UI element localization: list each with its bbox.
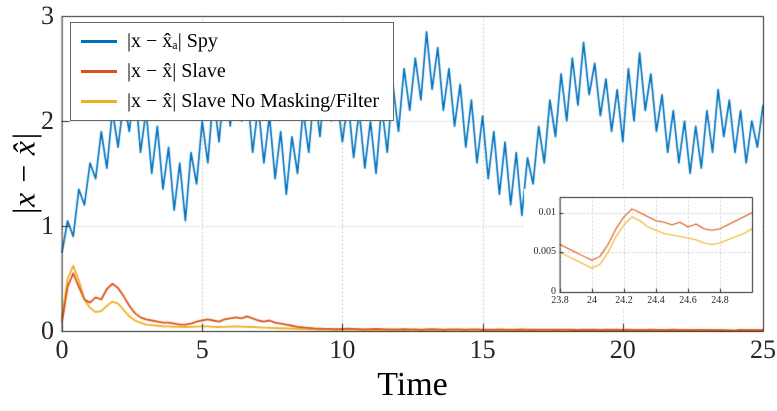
x-tick-label: 10	[329, 335, 356, 364]
x-tick-label: 15	[469, 335, 496, 364]
y-tick-label: 2	[41, 106, 54, 135]
legend-entry-slave: |x − x̂| Slave	[81, 60, 379, 83]
inset-y-tick-label: 0.005	[533, 246, 557, 258]
y-tick-label: 1	[41, 211, 54, 240]
x-tick-label: 20	[609, 335, 636, 364]
legend: |x − x̂ₐ| Spy |x − x̂| Slave |x − x̂| Sl…	[70, 22, 395, 121]
legend-label-spy: |x − x̂ₐ| Spy	[127, 30, 218, 52]
x-tick-label: 5	[195, 335, 209, 364]
inset-x-tick-label: 23.8	[551, 295, 569, 306]
legend-line-sample-slave	[81, 70, 117, 73]
inset-x-tick-label: 24.8	[711, 295, 729, 306]
inset-y-tick-label: 0	[551, 286, 556, 297]
legend-label-slave: |x − x̂| Slave	[127, 60, 226, 82]
legend-label-slave-nomask: |x − x̂| Slave No Masking/Filter	[127, 90, 380, 112]
inset-y-tick-label: 0.01	[538, 206, 557, 218]
legend-line-sample-slave-nomask	[81, 100, 117, 103]
inset-x-tick-label: 24.6	[679, 295, 697, 306]
inset-x-tick-label: 24	[587, 295, 597, 306]
y-tick-label: 0	[41, 316, 54, 345]
inset-x-tick-label: 24.2	[615, 295, 633, 306]
y-axis-label: |x − x̂|	[5, 132, 42, 216]
x-tick-label: 0	[55, 335, 69, 364]
legend-line-sample-spy	[81, 40, 117, 43]
legend-entry-slave-nomask: |x − x̂| Slave No Masking/Filter	[81, 90, 379, 113]
inset-x-tick-label: 24.4	[647, 295, 665, 306]
x-tick-label: 25	[750, 335, 776, 364]
y-tick-label: 3	[41, 1, 54, 30]
legend-entry-spy: |x − x̂ₐ| Spy	[81, 30, 379, 53]
x-axis-label: Time	[377, 366, 448, 403]
